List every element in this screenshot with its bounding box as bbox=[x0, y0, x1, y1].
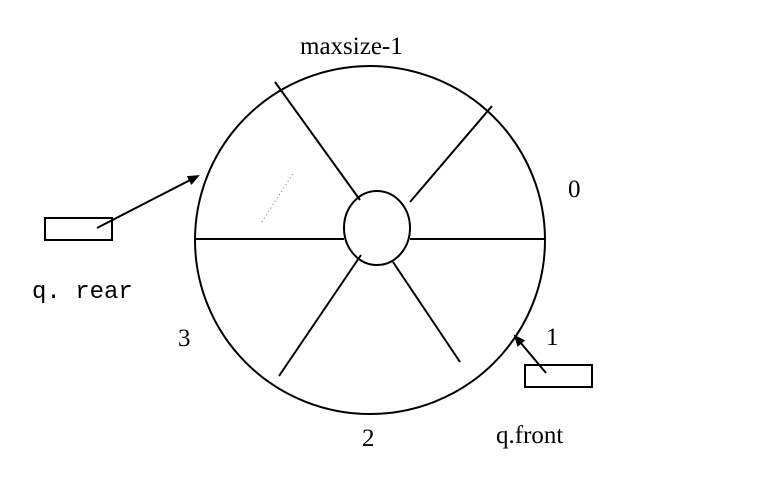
divider-lower-right bbox=[392, 261, 461, 363]
label-slot-3: 3 bbox=[178, 325, 191, 352]
inner-hub bbox=[343, 190, 411, 266]
rear-arrow bbox=[96, 175, 200, 229]
label-slot-0: 0 bbox=[568, 176, 581, 203]
faint-mark bbox=[261, 171, 295, 223]
front-pointer-box bbox=[524, 364, 593, 388]
divider-lower-left bbox=[278, 254, 362, 377]
label-slot-2: 2 bbox=[362, 425, 375, 452]
label-slot-1: 1 bbox=[546, 324, 559, 351]
divider-upper-left bbox=[274, 81, 361, 201]
label-front: q.front bbox=[496, 422, 563, 449]
rear-pointer-box bbox=[44, 217, 113, 241]
divider-upper-right bbox=[409, 105, 493, 203]
front-arrow bbox=[513, 334, 547, 374]
label-maxsize: maxsize-1 bbox=[300, 33, 403, 60]
label-rear: q. rear bbox=[32, 279, 133, 306]
